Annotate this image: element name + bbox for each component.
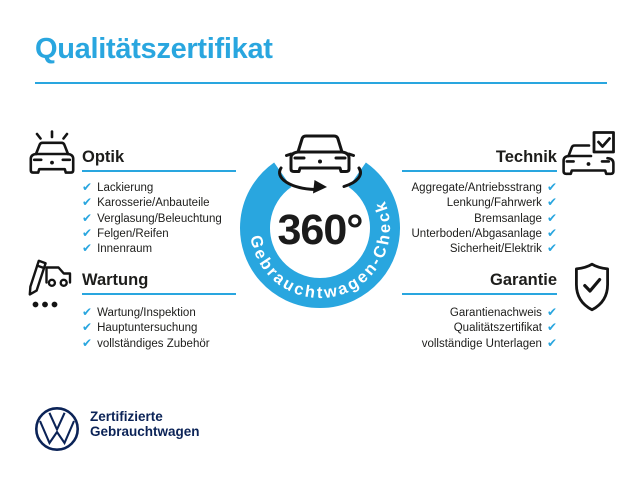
check-icon: ✔ — [82, 320, 93, 335]
check-icon: ✔ — [82, 195, 93, 210]
checklist-item-label: Hauptuntersuchung — [97, 322, 198, 335]
checklist-item: Bremsanlage ✔ — [367, 211, 557, 226]
section-rule-technik — [402, 170, 557, 172]
check-icon: ✔ — [546, 335, 557, 350]
checklist-item: ✔ Innenraum — [82, 241, 262, 256]
checklist-item-label: Garantienachweis — [449, 307, 542, 319]
checklist-item-label: Aggregate/Antriebsstrang — [411, 182, 542, 194]
checklist-item-label: Karosserie/Anbauteile — [97, 197, 210, 210]
checklist-item: ✔ Verglasung/Beleuchtung — [82, 211, 262, 226]
checklist-item-label: vollständige Unterlagen — [421, 337, 542, 350]
section-rule-wartung — [82, 293, 236, 295]
checklist-item: Lenkung/Fahrwerk ✔ — [367, 195, 557, 210]
check-icon: ✔ — [546, 180, 557, 194]
checklist-item-label: Qualitätszertifikat — [453, 322, 542, 335]
pencil-checklist-car-icon — [26, 258, 74, 312]
checklist-item: ✔ vollständiges Zubehör — [82, 336, 262, 351]
checklist-item: Qualitätszertifikat ✔ — [367, 320, 557, 335]
checklist-item-label: Wartung/Inspektion — [97, 307, 196, 319]
checklist-item-label: Verglasung/Beleuchtung — [97, 212, 222, 225]
check-icon: ✔ — [82, 210, 93, 225]
checklist-item-label: Innenraum — [97, 243, 153, 256]
section-title-garantie: Garantie — [490, 271, 557, 289]
checklist-item-label: Bremsanlage — [474, 212, 542, 225]
section-rule-garantie — [402, 293, 557, 295]
checklist-optik: ✔ Lackierung ✔ Karosserie/Anbauteile ✔ Vergla… — [82, 180, 262, 256]
vw-logo-icon — [34, 406, 80, 452]
checklist-item-label: Felgen/Reifen — [97, 227, 169, 240]
checklist-item: Garantienachweis ✔ — [367, 305, 557, 320]
checklist-item: Sicherheit/Elektrik ✔ — [367, 241, 557, 256]
check-icon: ✔ — [82, 335, 93, 350]
check-icon: ✔ — [546, 225, 557, 240]
car-checkbox-icon — [561, 130, 617, 180]
ring — [240, 162, 400, 308]
checklist-item-label: vollständiges Zubehör — [97, 337, 210, 350]
checklist-item: vollständige Unterlagen ✔ — [367, 336, 557, 351]
shield-check-icon — [571, 261, 613, 315]
section-title-optik: Optik — [82, 148, 125, 166]
title-divider — [35, 82, 607, 84]
center-360-graphic: Gebrauchtwagen-Check 360° — [220, 128, 420, 328]
checklist-item: ✔ Hauptuntersuchung — [82, 320, 262, 335]
section-title-wartung: Wartung — [82, 271, 149, 289]
footer-line-2: Gebrauchtwagen — [90, 423, 200, 439]
footer-brand-text: Zertifizierte Gebrauchtwagen — [90, 409, 200, 439]
checklist-item-label: Sicherheit/Elektrik — [449, 243, 542, 256]
check-icon: ✔ — [546, 195, 557, 210]
sparkling-car-icon — [27, 130, 77, 180]
check-icon: ✔ — [546, 320, 557, 335]
degree-value: 360° — [278, 206, 363, 254]
check-icon: ✔ — [82, 305, 93, 319]
check-icon: ✔ — [82, 241, 93, 256]
checklist-item: ✔ Lackierung — [82, 180, 262, 195]
check-icon: ✔ — [82, 180, 93, 194]
checklist-item: ✔ Felgen/Reifen — [82, 226, 262, 241]
checklist-item-label: Lenkung/Fahrwerk — [446, 197, 542, 210]
checklist-item: Aggregate/Antriebsstrang ✔ — [367, 180, 557, 195]
checklist-technik: Aggregate/Antriebsstrang ✔ Lenkung/Fahrwer… — [367, 180, 558, 256]
checklist-item: Unterboden/Abgasanlage ✔ — [367, 225, 558, 241]
page-title: Qualitätszertifikat — [35, 33, 273, 65]
section-title-technik: Technik — [495, 148, 557, 166]
checklist-item-label: Unterboden/Abgasanlage — [411, 227, 542, 240]
rotating-car-icon — [278, 134, 362, 194]
footer-line-1: Zertifizierte — [90, 409, 163, 424]
checklist-item: ✔ Wartung/Inspektion — [82, 305, 262, 320]
checklist-wartung: ✔ Wartung/Inspektion ✔ Hauptuntersuchung ✔ vo… — [82, 305, 262, 351]
check-icon: ✔ — [82, 225, 93, 240]
check-icon: ✔ — [546, 305, 557, 319]
checklist-item-label: Lackierung — [97, 182, 154, 194]
checklist-item: ✔ Karosserie/Anbauteile — [82, 195, 262, 210]
check-icon: ✔ — [546, 241, 557, 256]
check-icon: ✔ — [546, 210, 557, 225]
checklist-garantie: Garantienachweis ✔ Qualitätszertifikat ✔ vol… — [367, 305, 557, 351]
section-rule-optik — [82, 170, 236, 172]
